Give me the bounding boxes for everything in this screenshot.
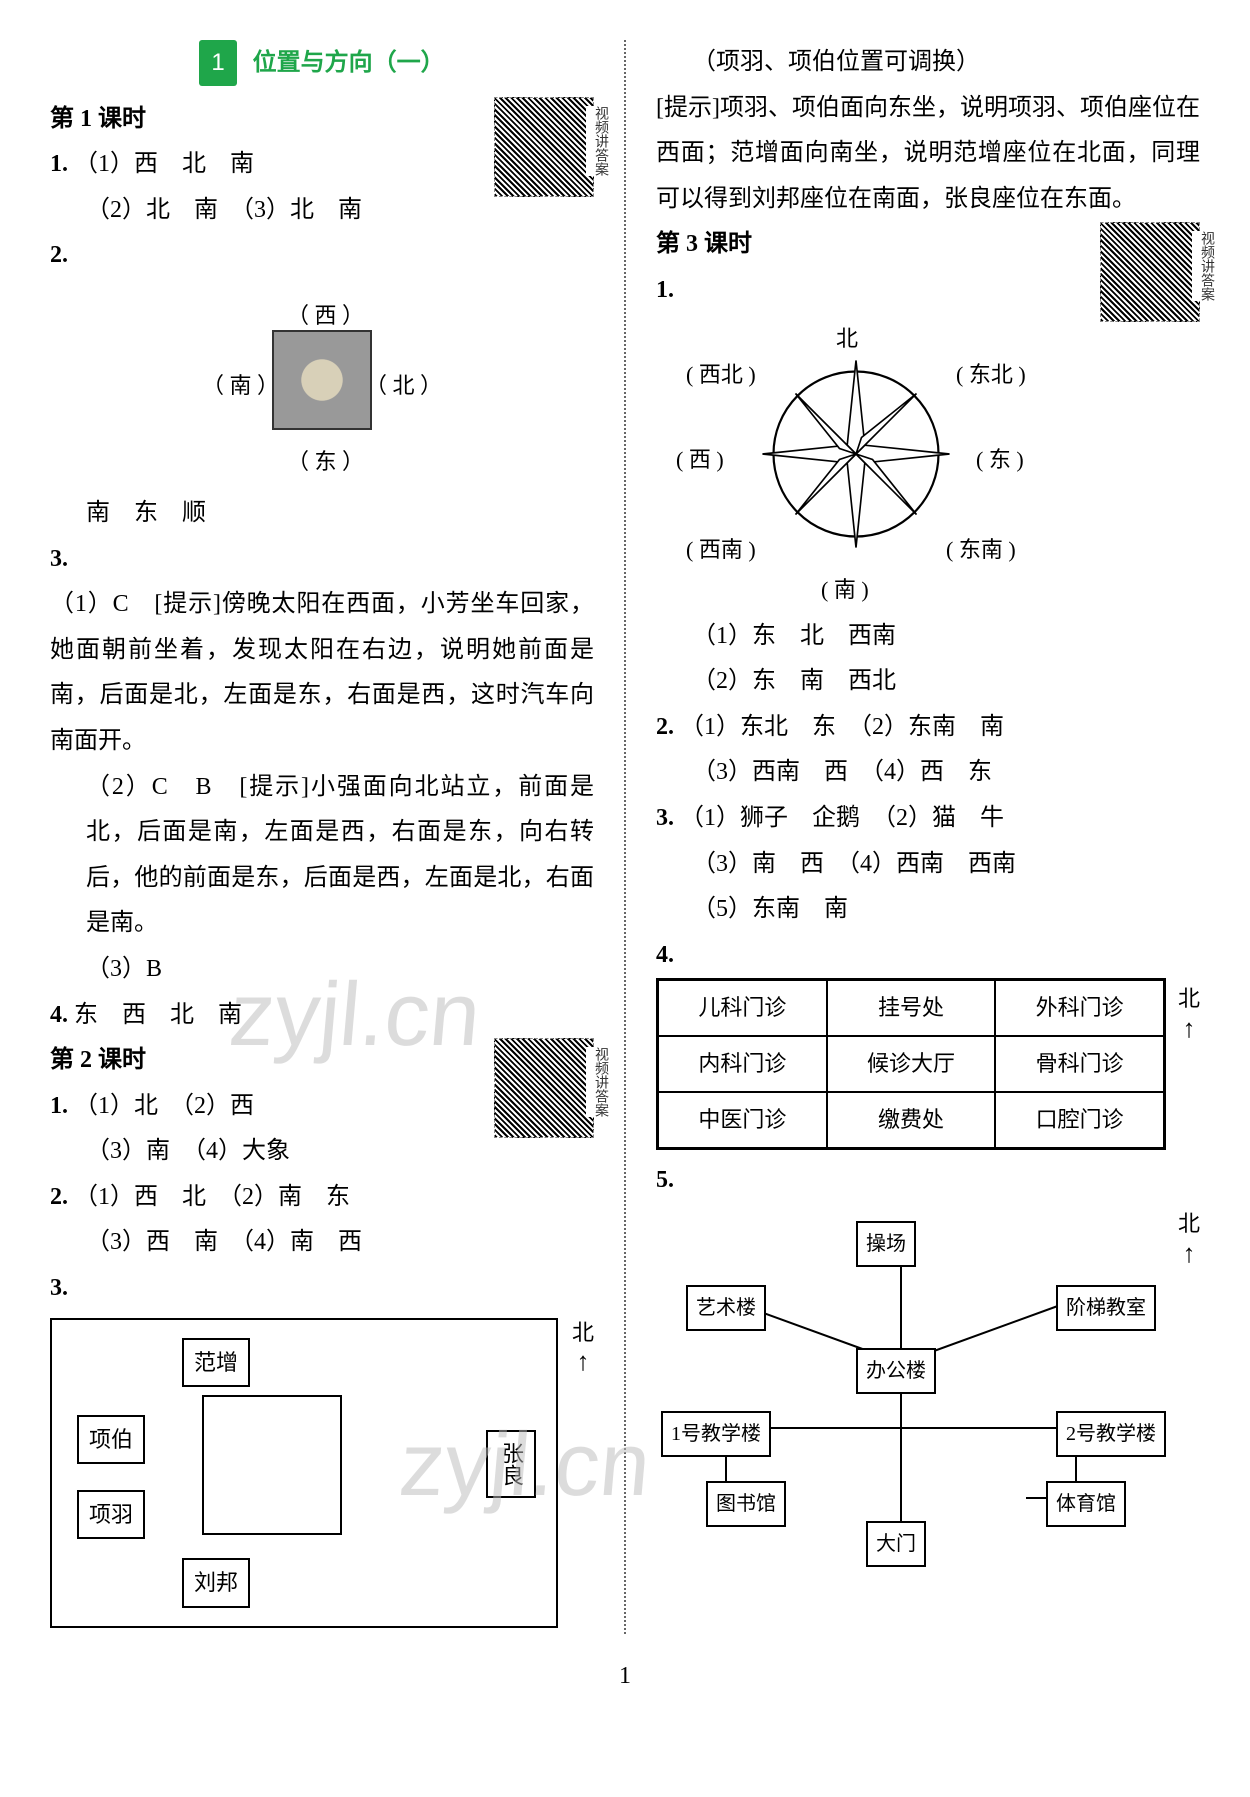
l3-q3: 3. （1）狮子 企鹅 （2）猫 牛: [656, 796, 1200, 842]
rose-n: 北: [836, 318, 858, 360]
rose-s: ( 南 ): [821, 569, 869, 611]
rose-nw: ( 西北 ): [686, 354, 756, 396]
cell: 候诊大厅: [827, 1036, 996, 1092]
l2q1a: （1）北 （2）西: [74, 1093, 254, 1119]
cell: 骨科门诊: [995, 1036, 1164, 1092]
left-column: 1 位置与方向（一） 第 1 课时 1. （1）西 北 南 （2）北 南 （3）…: [50, 40, 594, 1634]
l3q2a: （1）东北 东 （2）东南 南: [680, 714, 1004, 740]
q3-num: 3.: [50, 546, 68, 572]
qr-code-icon: [494, 1038, 594, 1138]
sundial-right: （ 北 ）: [365, 365, 442, 407]
rose-e: ( 东 ): [976, 439, 1024, 481]
l3q2b: （3）西南 西 （4）西 东: [656, 750, 1200, 796]
qr-code-icon: [1100, 222, 1200, 322]
bx-bg: 办公楼: [856, 1348, 936, 1394]
school-map: 操场 艺术楼 阶梯教室 办公楼 1号教学楼 2号教学楼 图书馆 体育馆 大门: [656, 1203, 1166, 1563]
l3q4-num: 4.: [656, 933, 1200, 979]
bx-j2: 2号教学楼: [1056, 1411, 1166, 1457]
bx-j1: 1号教学楼: [661, 1411, 771, 1457]
l3q1b: （2）东 南 西北: [656, 659, 1200, 705]
unit-title-text: 位置与方向（一）: [253, 50, 445, 76]
q4-t: 东 西 北 南: [74, 1002, 242, 1028]
north-arrow-icon: 北 ↑: [1178, 1203, 1200, 1563]
q3-p1: （1）C [提示]傍晚太阳在西面，小芳坐车回家，她面朝前坐着，发现太阳在右边，说…: [50, 582, 594, 764]
inner-square: [202, 1395, 342, 1535]
q-num: 2.: [50, 1184, 68, 1210]
q-num: 1.: [50, 1093, 68, 1119]
arrow-up-icon: ↑: [1182, 1245, 1195, 1263]
q3-p3: （3）B: [50, 947, 594, 993]
rose-ne: ( 东北 ): [956, 354, 1026, 396]
l2q3-num: 3.: [50, 1266, 594, 1312]
bx-cc: 操场: [856, 1221, 916, 1267]
l3q3c: （5）东南 南: [656, 887, 1200, 933]
cell: 外科门诊: [995, 980, 1164, 1036]
cell: 中医门诊: [658, 1092, 827, 1148]
seating-diagram: 范增 项伯 项羽 张良 刘邦: [50, 1318, 558, 1628]
box-lb: 刘邦: [182, 1558, 250, 1608]
north-arrow-icon: 北 ↑: [572, 1312, 594, 1634]
r-top-p2: [提示]项羽、项伯面向东坐，说明项羽、项伯座位在西面；范增面向南坐，说明范增座位…: [656, 86, 1200, 223]
sundial-diagram: （ 西 ） （ 南 ） （ 北 ） （ 东 ）: [202, 285, 442, 485]
q2-num: 2.: [50, 233, 594, 279]
q3: 3.: [50, 537, 594, 583]
l2-q2: 2. （1）西 北 （2）南 东: [50, 1175, 594, 1221]
q-num: 1.: [50, 151, 68, 177]
q2-extra: 南 东 顺: [50, 491, 594, 537]
l2q2b: （3）西 南 （4）南 西: [50, 1220, 594, 1266]
l2q2a: （1）西 北 （2）南 东: [74, 1184, 350, 1210]
qr-code-icon: [494, 97, 594, 197]
q-num: 3.: [656, 805, 674, 831]
bx-jt: 阶梯教室: [1056, 1285, 1156, 1331]
rose-svg: [746, 344, 966, 564]
rose-w: ( 西 ): [676, 439, 724, 481]
q4-num: 4.: [50, 1002, 68, 1028]
l3q3b: （3）南 西 （4）西南 西南: [656, 842, 1200, 888]
rose-se: ( 东南 ): [946, 529, 1016, 571]
r-top-p1: （项羽、项伯位置可调换）: [656, 40, 1200, 86]
arrow-up-icon: ↑: [576, 1353, 589, 1371]
l3q5-num: 5.: [656, 1158, 1200, 1204]
cell: 挂号处: [827, 980, 996, 1036]
column-divider: [624, 40, 626, 1634]
l3q1a: （1）东 北 西南: [656, 614, 1200, 660]
right-column: （项羽、项伯位置可调换） [提示]项羽、项伯面向东坐，说明项羽、项伯座位在西面；…: [656, 40, 1200, 1634]
page-number: 1: [50, 1654, 1200, 1700]
sundial-left: （ 南 ）: [202, 365, 279, 407]
l3-q2: 2. （1）东北 东 （2）东南 南: [656, 705, 1200, 751]
north-arrow-icon: 北 ↑: [1178, 978, 1200, 1038]
bx-ty: 体育馆: [1046, 1481, 1126, 1527]
box-fan: 范增: [182, 1338, 250, 1388]
cell: 内科门诊: [658, 1036, 827, 1092]
bx-dm: 大门: [866, 1521, 926, 1567]
bx-ys: 艺术楼: [686, 1285, 766, 1331]
unit-title: 1 位置与方向（一）: [50, 40, 594, 87]
l3q3a: （1）狮子 企鹅 （2）猫 牛: [680, 805, 1004, 831]
arrow-up-icon: ↑: [1182, 1020, 1195, 1038]
bx-ts: 图书馆: [706, 1481, 786, 1527]
compass-rose: 北 ( 东北 ) ( 东 ) ( 东南 ) ( 南 ) ( 西南 ) ( 西 )…: [686, 314, 1026, 614]
sundial-icon: [272, 330, 372, 430]
q-num: 2.: [656, 714, 674, 740]
box-xy: 项羽: [77, 1490, 145, 1540]
cell: 儿科门诊: [658, 980, 827, 1036]
q3-p2: （2）C B [提示]小强面向北站立，前面是北，后面是南，左面是西，右面是东，向…: [50, 765, 594, 947]
box-zl: 张良: [486, 1430, 536, 1498]
cell: 口腔门诊: [995, 1092, 1164, 1148]
hospital-table: 儿科门诊 挂号处 外科门诊 内科门诊 候诊大厅 骨科门诊 中医门诊 缴费处 口腔…: [656, 978, 1166, 1149]
rose-sw: ( 西南 ): [686, 529, 756, 571]
unit-badge: 1: [199, 40, 236, 86]
sundial-bottom: （ 东 ）: [287, 441, 364, 483]
q1-a: （1）西 北 南: [74, 151, 254, 177]
cell: 缴费处: [827, 1092, 996, 1148]
q4: 4. 东 西 北 南: [50, 993, 594, 1039]
box-xb: 项伯: [77, 1415, 145, 1465]
